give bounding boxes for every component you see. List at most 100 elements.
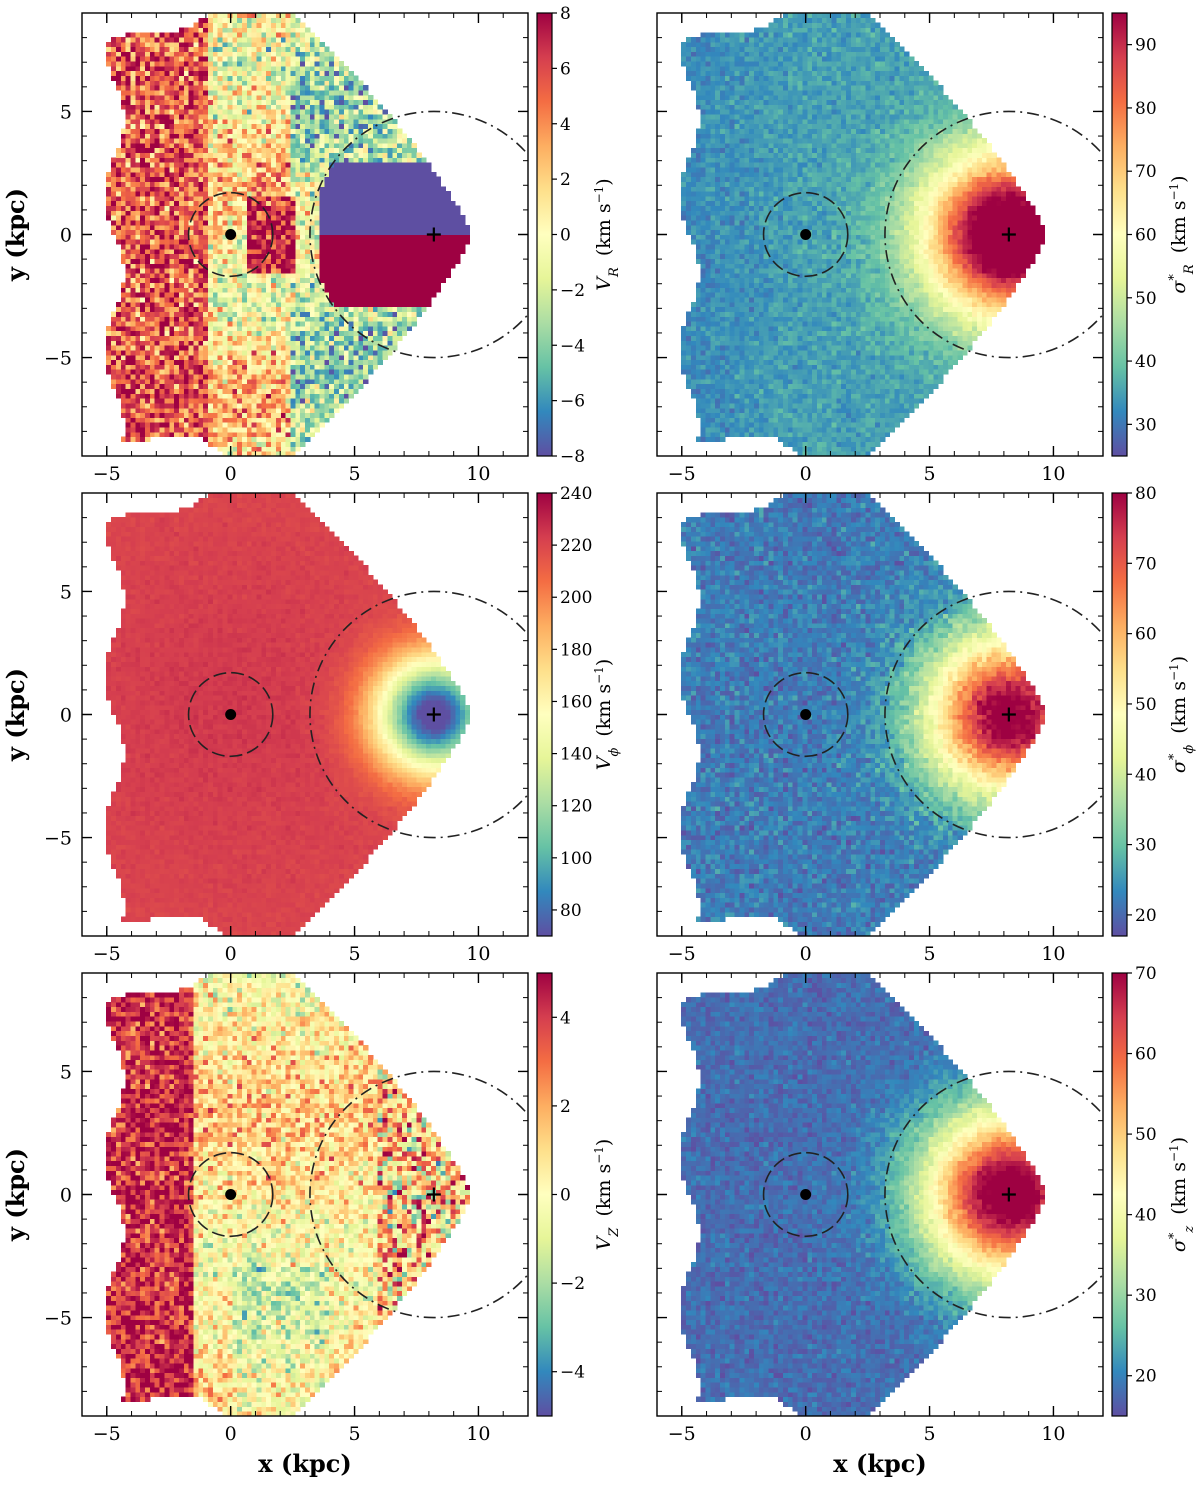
heatmap-cell [237, 374, 243, 380]
heatmap-cell [183, 248, 190, 255]
heatmap-cell [372, 234, 379, 240]
heatmap-cell [237, 195, 243, 202]
heatmap-cell [140, 224, 146, 231]
heatmap-cell [120, 244, 127, 250]
heatmap-cell [271, 263, 277, 269]
heatmap-cell [343, 359, 350, 365]
heatmap-cell [271, 37, 277, 43]
heatmap-cell [358, 109, 364, 115]
heatmap-cell [266, 128, 272, 134]
heatmap-cell [285, 282, 291, 288]
heatmap-cell [266, 244, 272, 250]
heatmap-cell [348, 263, 354, 269]
heatmap-cell [285, 292, 291, 298]
heatmap-cell [208, 258, 214, 264]
heatmap-cell [149, 41, 156, 48]
heatmap-cell [305, 138, 311, 144]
heatmap-cell [363, 147, 369, 154]
heatmap-cell [227, 80, 233, 86]
heatmap-cell [343, 287, 350, 293]
heatmap-cell [140, 41, 146, 48]
heatmap-cell [377, 301, 383, 308]
heatmap-cell [217, 321, 223, 327]
heatmap-cell [111, 157, 117, 163]
heatmap-cell [140, 248, 146, 255]
heatmap-cell [193, 273, 199, 279]
heatmap-cell [266, 388, 272, 394]
heatmap-cell [241, 287, 248, 293]
heatmap-cell [232, 90, 238, 96]
heatmap-cell [300, 229, 306, 235]
heatmap-cell [309, 152, 316, 158]
heatmap-cell [106, 195, 112, 202]
heatmap-cell [154, 359, 160, 365]
heatmap-cell [358, 104, 364, 110]
heatmap-cell [154, 325, 160, 332]
heatmap-cell [212, 282, 219, 288]
heatmap-cell [178, 354, 185, 361]
heatmap-cell [222, 306, 228, 312]
heatmap-cell [212, 109, 219, 115]
heatmap-cell [285, 436, 291, 442]
heatmap-cell [217, 56, 223, 62]
heatmap-cell [232, 292, 238, 298]
heatmap-cell [125, 239, 131, 245]
heatmap-cell [193, 311, 199, 317]
heatmap-cell [266, 200, 272, 207]
heatmap-cell [164, 94, 170, 101]
heatmap-cell [382, 220, 388, 226]
heatmap-cell [246, 176, 253, 182]
heatmap-cell [174, 171, 180, 178]
heatmap-cell [285, 61, 291, 67]
heatmap-cell [275, 451, 282, 457]
heatmap-cell [261, 403, 267, 409]
heatmap-cell [324, 220, 330, 226]
heatmap-cell [338, 263, 345, 269]
heatmap-cell [309, 325, 316, 332]
heatmap-cell [266, 32, 272, 38]
heatmap-cell [222, 335, 228, 341]
heatmap-cell [135, 56, 141, 62]
heatmap-cell [130, 61, 136, 67]
heatmap-cell [271, 330, 277, 337]
heatmap-cell [130, 393, 136, 399]
heatmap-cell [348, 340, 354, 346]
heatmap-cell [178, 297, 185, 303]
heatmap-cell [372, 167, 379, 173]
heatmap-cell [212, 191, 219, 197]
heatmap-cell [178, 200, 185, 207]
heatmap-cell [159, 109, 165, 115]
heatmap-cell [387, 224, 393, 231]
heatmap-cell [300, 181, 306, 187]
heatmap-cell [140, 316, 146, 322]
heatmap-cell [401, 133, 408, 139]
heatmap-cell [271, 398, 277, 404]
heatmap-cell [343, 229, 350, 235]
heatmap-cell [319, 282, 325, 288]
heatmap-cell [305, 162, 311, 168]
heatmap-cell [145, 282, 151, 288]
heatmap-cell [295, 123, 301, 129]
heatmap-cell [145, 374, 151, 380]
heatmap-cell [203, 157, 209, 163]
heatmap-cell [372, 162, 379, 168]
heatmap-cell [309, 133, 316, 139]
heatmap-cell [368, 104, 374, 110]
heatmap-cell [261, 195, 267, 202]
heatmap-cell [256, 369, 262, 375]
heatmap-cell [174, 186, 180, 192]
heatmap-cell [212, 383, 219, 389]
heatmap-cell [348, 306, 354, 312]
heatmap-cell [178, 388, 185, 394]
heatmap-cell [241, 32, 248, 38]
heatmap-cell [290, 398, 296, 404]
heatmap-cell [193, 364, 199, 370]
heatmap-cell [217, 369, 223, 375]
heatmap-cell [208, 369, 214, 375]
heatmap-cell [329, 176, 335, 182]
heatmap-cell [106, 61, 112, 67]
heatmap-cell [159, 51, 165, 57]
heatmap-cell [241, 277, 248, 284]
heatmap-cell [111, 220, 117, 226]
heatmap-cell [159, 277, 165, 284]
